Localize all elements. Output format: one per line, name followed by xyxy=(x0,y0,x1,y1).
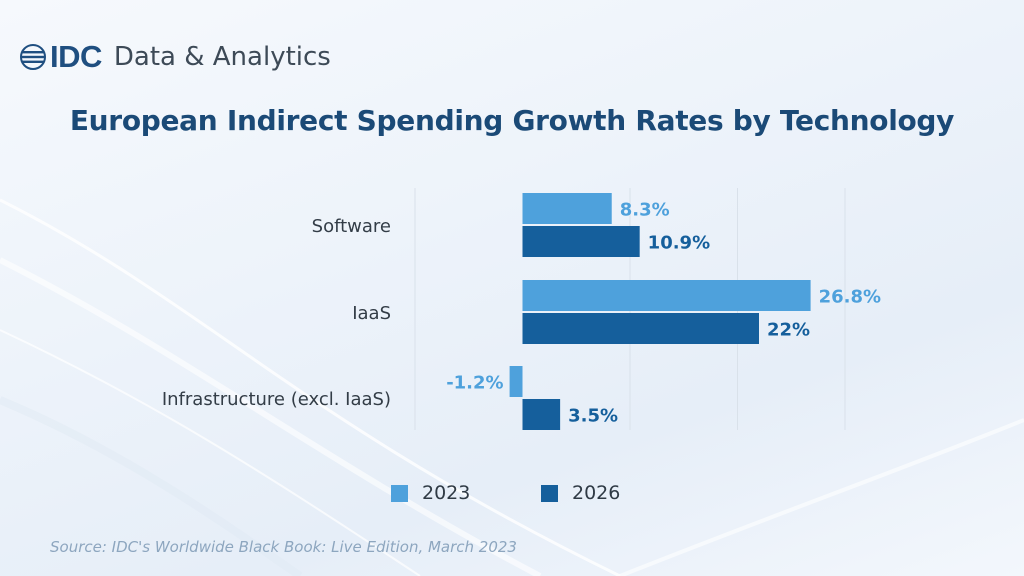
brand-subtitle: Data & Analytics xyxy=(113,42,331,72)
data-label-iaas-2026: 22% xyxy=(767,320,810,341)
legend-swatch-2023 xyxy=(391,484,408,502)
bar-infrastructure-2023 xyxy=(509,366,523,397)
chart-title: European Indirect Spending Growth Rates … xyxy=(69,104,955,137)
category-label-software: Software xyxy=(312,216,391,237)
brand-name: IDC xyxy=(50,39,102,74)
legend-label-2026: 2026 xyxy=(572,482,621,504)
category-label-iaas: IaaS xyxy=(352,303,391,324)
category-label-infrastructure: Infrastructure (excl. IaaS) xyxy=(162,389,391,410)
bar-iaas-2023 xyxy=(522,280,811,311)
chart-legend: 2023 2026 xyxy=(0,478,1024,508)
legend-item-2026: 2026 xyxy=(541,478,620,508)
globe-lines-icon xyxy=(20,44,46,70)
data-label-iaas-2023: 26.8% xyxy=(819,287,881,308)
bar-software-2023 xyxy=(522,193,612,224)
source-note: Source: IDC's Worldwide Black Book: Live… xyxy=(50,538,517,556)
bar-iaas-2026 xyxy=(522,313,759,344)
data-label-infrastructure-2026: 3.5% xyxy=(568,406,618,427)
legend-swatch-2026 xyxy=(541,484,558,502)
bar-infrastructure-2026 xyxy=(522,399,561,430)
data-label-infrastructure-2023: -1.2% xyxy=(446,373,503,394)
legend-item-2023: 2023 xyxy=(391,478,470,508)
bar-software-2026 xyxy=(522,226,640,257)
legend-label-2023: 2023 xyxy=(422,482,471,504)
data-label-software-2023: 8.3% xyxy=(620,200,670,221)
data-label-software-2026: 10.9% xyxy=(648,233,710,254)
brand-logo: IDC Data & Analytics xyxy=(20,39,331,74)
